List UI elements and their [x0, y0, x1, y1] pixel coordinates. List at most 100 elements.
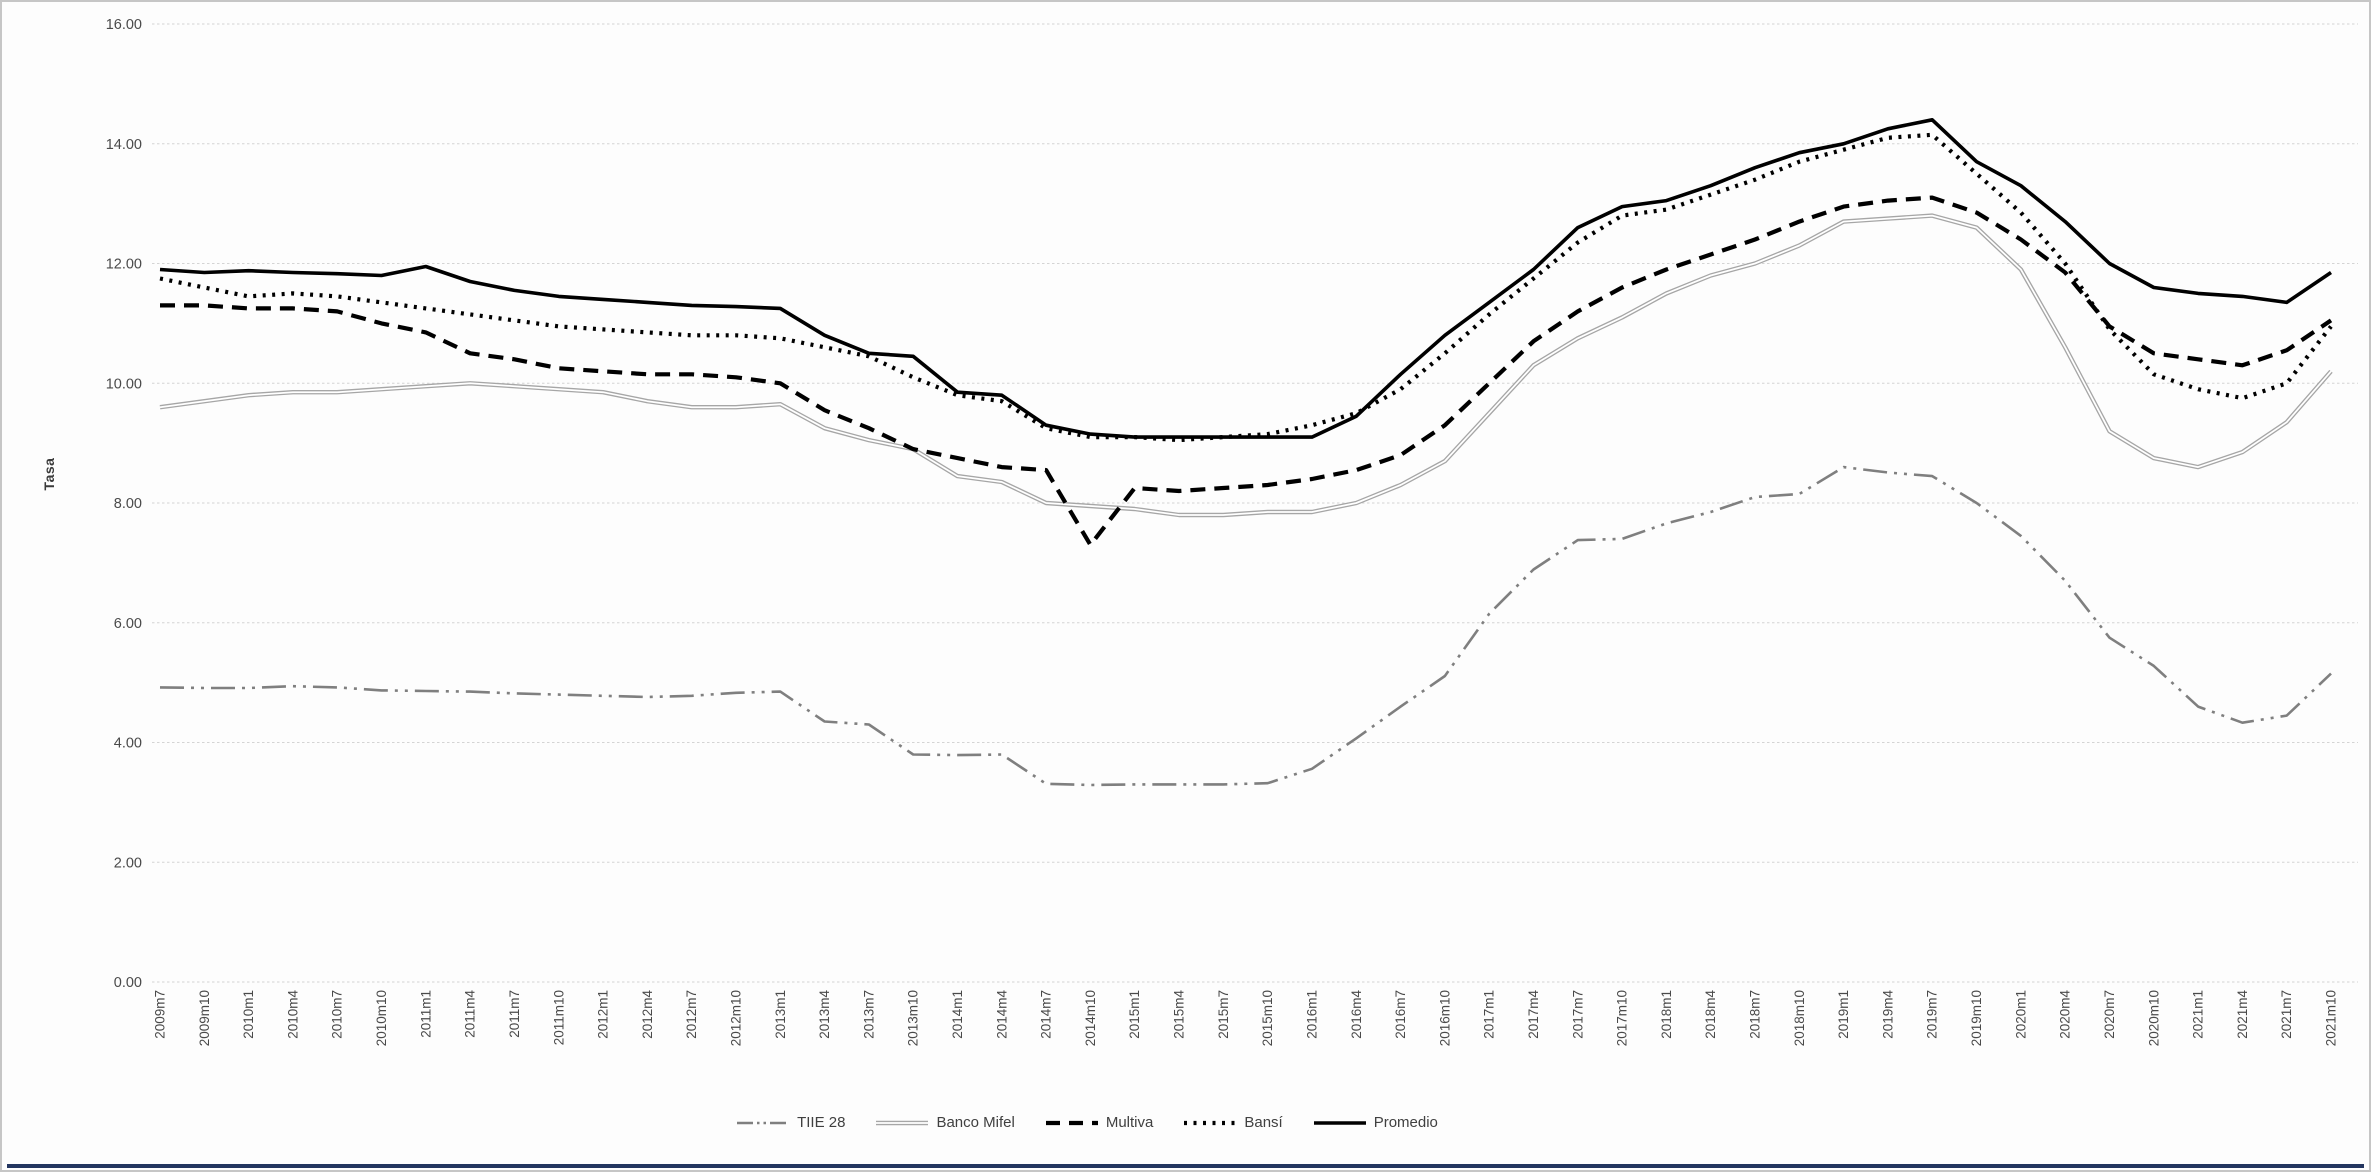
x-tick-label: 2020m1 [2013, 990, 2028, 1039]
series-line-banco-mifel [159, 213, 2333, 518]
x-tick-label: 2021m1 [2191, 990, 2206, 1039]
x-tick: 2018m7 [1748, 990, 1763, 1039]
x-tick-label: 2013m4 [817, 990, 832, 1039]
x-tick-label: 2019m1 [1836, 990, 1851, 1039]
x-tick: 2011m10 [551, 990, 566, 1045]
x-tick: 2016m10 [1437, 990, 1452, 1046]
x-tick-label: 2021m7 [2279, 990, 2294, 1039]
x-tick: 2015m4 [1172, 990, 1187, 1039]
y-tick-label: 14.00 [106, 137, 142, 153]
x-tick-label: 2020m7 [2102, 990, 2117, 1039]
x-tick-label: 2017m10 [1615, 990, 1630, 1046]
x-tick-label: 2009m7 [153, 990, 168, 1039]
legend-swatch-tiie-28 [737, 1121, 790, 1124]
legend-item-bans: Bansí [1183, 1114, 1283, 1131]
x-tick: 2012m10 [729, 990, 744, 1046]
legend-label: Promedio [1373, 1114, 1438, 1131]
series-line-banco-mifel-core [159, 214, 2332, 516]
x-tick-label: 2020m4 [2058, 990, 2073, 1039]
x-tick-label: 2016m1 [1305, 990, 1320, 1039]
x-tick-label: 2010m4 [285, 990, 300, 1039]
x-tick: 2016m7 [1393, 990, 1408, 1039]
x-tick: 2012m7 [684, 990, 699, 1039]
y-tick-label: 4.00 [114, 736, 142, 752]
x-tick: 2013m1 [773, 990, 788, 1039]
x-tick-label: 2016m4 [1349, 990, 1364, 1039]
x-tick: 2017m4 [1526, 990, 1541, 1039]
x-tick: 2019m4 [1880, 990, 1895, 1039]
x-tick-label: 2018m10 [1792, 990, 1807, 1046]
x-tick-label: 2011m1 [418, 990, 433, 1038]
x-tick-label: 2017m1 [1482, 990, 1497, 1039]
x-tick: 2020m10 [2146, 990, 2161, 1046]
x-tick: 2010m1 [241, 990, 256, 1039]
x-tick-label: 2012m10 [729, 990, 744, 1046]
x-tick-label: 2019m10 [1969, 990, 1984, 1046]
x-tick-label: 2010m1 [241, 990, 256, 1039]
y-tick-label: 6.00 [114, 616, 142, 632]
x-tick-label: 2010m10 [374, 990, 389, 1046]
x-tick-label: 2009m10 [197, 990, 212, 1046]
x-tick-label: 2017m4 [1526, 990, 1541, 1039]
x-tick-label: 2014m7 [1039, 990, 1054, 1039]
x-tick: 2014m1 [950, 990, 965, 1039]
legend-item-promedio: Promedio [1313, 1114, 1438, 1131]
x-tick-label: 2015m4 [1172, 990, 1187, 1039]
legend-swatch-promedio [1313, 1120, 1366, 1125]
x-tick: 2013m4 [817, 990, 832, 1039]
x-tick-label: 2011m10 [551, 990, 566, 1045]
x-tick: 2016m1 [1305, 990, 1320, 1039]
x-tick-label: 2013m7 [861, 990, 876, 1039]
x-tick: 2019m7 [1925, 990, 1940, 1039]
x-tick-label: 2016m7 [1393, 990, 1408, 1039]
x-tick: 2021m1 [2191, 990, 2206, 1039]
x-tick-label: 2012m1 [596, 990, 611, 1039]
x-tick: 2010m7 [330, 990, 345, 1039]
x-tick: 2010m10 [374, 990, 389, 1046]
series-line-bans [159, 132, 2333, 443]
x-tick: 2011m4 [463, 990, 478, 1038]
x-tick: 2016m4 [1349, 990, 1364, 1039]
y-tick-label: 2.00 [114, 855, 142, 871]
y-axis-title: Tasa [41, 457, 57, 491]
x-tick: 2019m10 [1969, 990, 1984, 1046]
x-tick-label: 2014m10 [1083, 990, 1098, 1046]
legend-label: TIIE 28 [797, 1114, 846, 1131]
x-tick: 2015m1 [1127, 990, 1142, 1039]
x-tick: 2018m4 [1703, 990, 1718, 1039]
x-tick: 2021m10 [2324, 990, 2339, 1046]
x-tick: 2017m1 [1482, 990, 1497, 1039]
x-tick-label: 2013m10 [906, 990, 921, 1046]
x-tick: 2017m7 [1570, 990, 1585, 1039]
x-tick-label: 2015m1 [1127, 990, 1142, 1039]
series-line-promedio [159, 118, 2333, 439]
x-tick: 2018m1 [1659, 990, 1674, 1039]
legend-swatch-bans [1184, 1120, 1237, 1125]
x-tick-label: 2015m7 [1216, 990, 1231, 1039]
x-tick: 2011m7 [507, 990, 522, 1038]
x-tick-label: 2021m4 [2235, 990, 2250, 1039]
x-tick: 2020m4 [2058, 990, 2073, 1039]
x-tick: 2012m4 [640, 990, 655, 1039]
legend-label: Bansí [1244, 1114, 1283, 1131]
x-tick-label: 2012m4 [640, 990, 655, 1039]
x-tick-label: 2018m7 [1748, 990, 1763, 1039]
x-tick-label: 2014m4 [994, 990, 1009, 1039]
x-tick: 2013m7 [861, 990, 876, 1039]
x-tick-label: 2014m1 [950, 990, 965, 1039]
x-tick: 2011m1 [418, 990, 433, 1038]
bottom-accent-bar [7, 1164, 2364, 1168]
legend-item-tiie-28: TIIE 28 [736, 1114, 845, 1131]
x-tick: 2021m4 [2235, 990, 2250, 1039]
y-tick-label: 8.00 [114, 496, 142, 512]
x-tick: 2018m10 [1792, 990, 1807, 1046]
x-tick-label: 2016m10 [1437, 990, 1452, 1046]
legend-label: Banco Mifel [936, 1114, 1015, 1131]
y-tick-label: 16.00 [106, 17, 142, 33]
x-tick-label: 2010m7 [330, 990, 345, 1039]
x-tick: 2015m7 [1216, 990, 1231, 1039]
x-tick-label: 2011m7 [507, 990, 522, 1038]
chart-legend: TIIE 28 Banco Mifel Multiva Bansí Promedio [2, 1114, 2172, 1131]
legend-swatch-multiva [1045, 1120, 1098, 1125]
legend-swatch-banco-mifel [876, 1120, 929, 1125]
